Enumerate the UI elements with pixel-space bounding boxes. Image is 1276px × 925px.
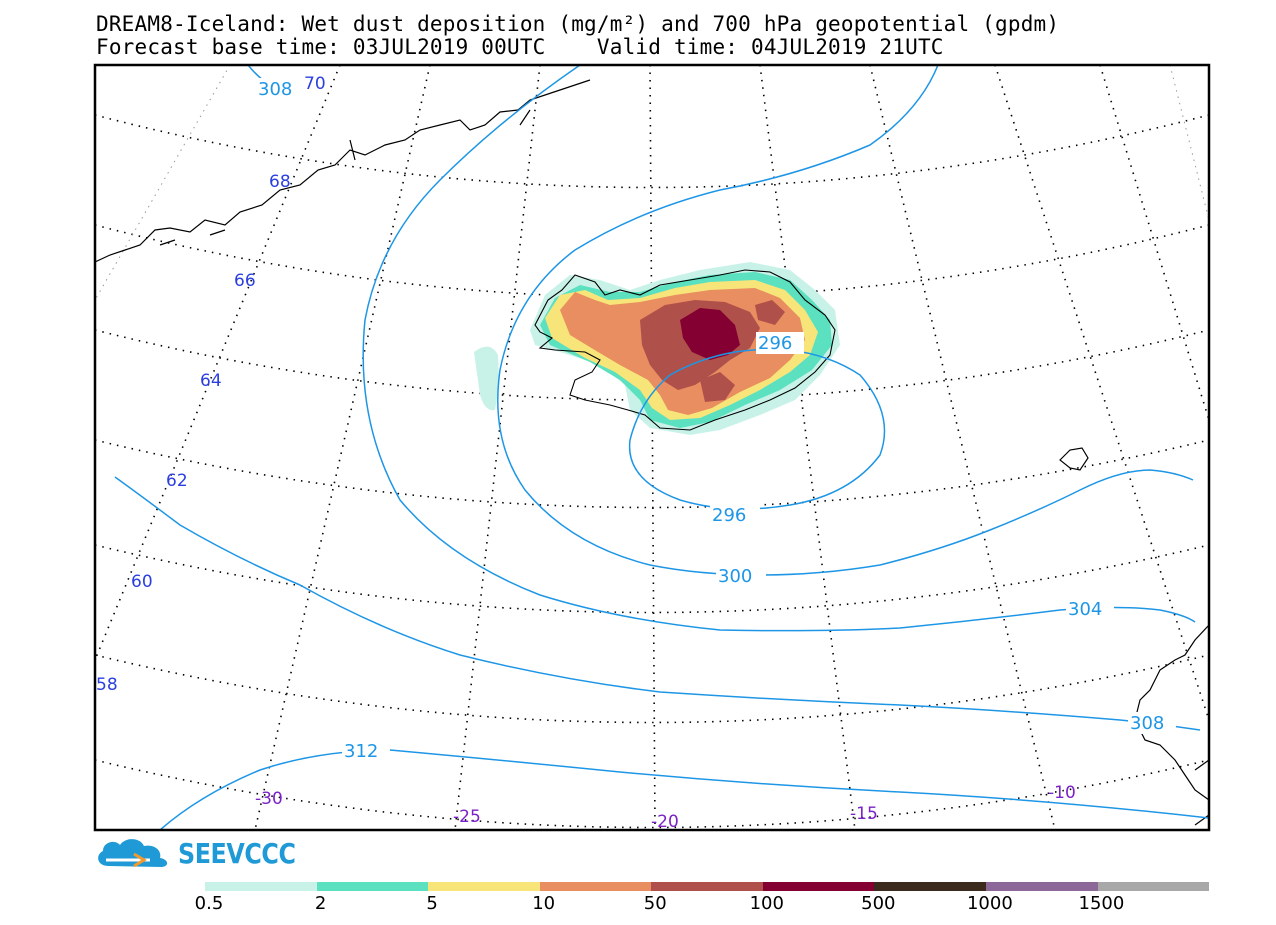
parallel-62 (95, 439, 1209, 509)
meridian-10 (869, 65, 1056, 830)
contour-label: 296 (712, 505, 746, 526)
colorbar-label: 50 (643, 893, 667, 914)
parallel-60 (95, 544, 1209, 614)
longitude-label: -25 (453, 807, 481, 827)
latitude-label: 60 (131, 572, 153, 592)
contour-label: 312 (344, 741, 378, 762)
parallel-58 (95, 654, 1209, 724)
longitude-labels: -30 -25 -20 -15 -10 (255, 783, 1076, 832)
faroe-islands-icon (1059, 447, 1089, 471)
meridian-15 (759, 65, 856, 830)
graticule-outer (95, 65, 1209, 301)
colorbar-swatch (428, 882, 540, 891)
latitude-labels: 70 68 66 64 62 60 58 (96, 74, 326, 695)
dust-deposition-field (474, 262, 840, 435)
meridian-30 (254, 65, 431, 830)
contour-label: 300 (718, 566, 752, 587)
cloud-logo-icon (98, 839, 168, 868)
contour-308 (114, 476, 1201, 731)
colorbar-label: 500 (861, 893, 896, 914)
geopotential-contours (114, 65, 1209, 830)
colorbar-swatch (539, 882, 652, 891)
latitude-label: 68 (269, 172, 291, 192)
contour-312 (159, 749, 1209, 830)
longitude-label: -30 (255, 789, 283, 809)
greenland-coast-icon (95, 79, 591, 263)
parallel-68 (95, 114, 1209, 189)
latitude-label: 70 (304, 74, 326, 94)
colorbar-label: 10 (532, 893, 556, 914)
longitude-label: -10 (1048, 783, 1076, 803)
colorbar-label: 1500 (1078, 893, 1125, 914)
map-title-line2: Forecast base time: 03JUL2019 00UTC Vali… (96, 35, 944, 59)
meridian-5 (994, 65, 1209, 721)
colorbar-label: 1000 (966, 893, 1013, 914)
colorbar-swatch (874, 882, 986, 891)
colorbar-label: 2 (314, 893, 327, 914)
longitude-label: -15 (850, 804, 878, 824)
meridian-25 (454, 65, 541, 830)
contour-label: 304 (1068, 599, 1102, 620)
contour-label: 308 (258, 79, 292, 100)
colorbar (205, 882, 1210, 891)
colorbar-swatch (985, 882, 1098, 891)
latitude-label: 62 (166, 471, 188, 491)
colorbar-swatch (1097, 882, 1210, 891)
colorbar-label: 0.5 (194, 893, 224, 914)
contour-300 (497, 65, 1194, 576)
colorbar-swatch (205, 882, 317, 891)
colorbar-swatch (762, 882, 875, 891)
contour-304 (362, 65, 1196, 632)
contour-label-backgrounds (256, 78, 1176, 762)
colorbar-swatch (316, 882, 429, 891)
latitude-label: 64 (200, 371, 222, 391)
latitude-label: 66 (234, 271, 256, 291)
parallel-70 (590, 65, 712, 66)
colorbar-label: 5 (426, 893, 438, 914)
iceland-coast-icon (534, 269, 836, 431)
logo-text: SEEVCCC (178, 836, 296, 870)
colorbar-swatch (651, 882, 763, 891)
latitude-label: 58 (96, 675, 118, 695)
meridian-20 (649, 65, 656, 830)
graticule (95, 65, 1209, 830)
contour-label: 296 (758, 333, 792, 354)
contour-labels-layer: 308 308 304 300 296 296 312 (258, 79, 1164, 762)
longitude-label: -20 (651, 812, 679, 832)
meridian-35 (95, 65, 341, 661)
colorbar-label: 100 (749, 893, 784, 914)
map-frame (93, 63, 1211, 832)
contour-label: 308 (1130, 713, 1164, 734)
meridian-0 (1099, 65, 1209, 421)
coastlines (95, 79, 1209, 826)
seevccc-logo: SEEVCCC (94, 836, 316, 870)
map-title-line1: DREAM8-Iceland: Wet dust deposition (mg/… (96, 12, 1060, 36)
norway-coast-icon (1134, 624, 1209, 826)
